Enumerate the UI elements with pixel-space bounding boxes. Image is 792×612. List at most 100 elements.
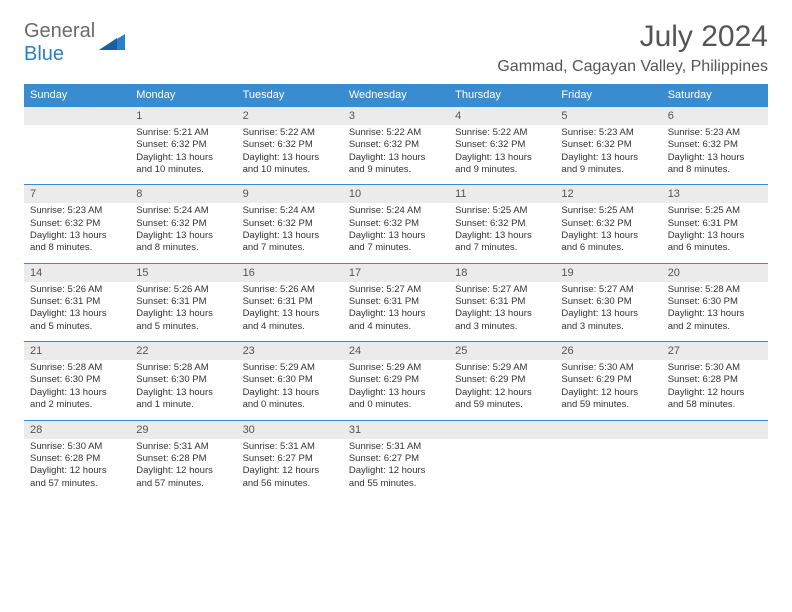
calendar-cell: 26Sunrise: 5:30 AMSunset: 6:29 PMDayligh…: [555, 341, 661, 419]
calendar-cell: 30Sunrise: 5:31 AMSunset: 6:27 PMDayligh…: [237, 420, 343, 498]
calendar-cell: 15Sunrise: 5:26 AMSunset: 6:31 PMDayligh…: [130, 263, 236, 341]
header: General Blue July 2024 Gammad, Cagayan V…: [24, 20, 768, 76]
day-header: Wednesday: [343, 84, 449, 106]
daylight-text: Daylight: 13 hours and 0 minutes.: [243, 387, 337, 412]
daylight-text: Daylight: 13 hours and 2 minutes.: [30, 387, 124, 412]
day-content: Sunrise: 5:27 AMSunset: 6:31 PMDaylight:…: [449, 282, 555, 341]
calendar-row: 14Sunrise: 5:26 AMSunset: 6:31 PMDayligh…: [24, 263, 768, 341]
day-number: 30: [237, 420, 343, 439]
sunset-text: Sunset: 6:31 PM: [668, 218, 762, 230]
day-number: 9: [237, 184, 343, 203]
sunrise-text: Sunrise: 5:28 AM: [136, 362, 230, 374]
daylight-text: Daylight: 13 hours and 10 minutes.: [243, 152, 337, 177]
daylight-text: Daylight: 13 hours and 7 minutes.: [349, 230, 443, 255]
calendar-cell: 12Sunrise: 5:25 AMSunset: 6:32 PMDayligh…: [555, 184, 661, 262]
day-number: [24, 106, 130, 125]
day-header-row: Sunday Monday Tuesday Wednesday Thursday…: [24, 84, 768, 106]
sunset-text: Sunset: 6:32 PM: [455, 218, 549, 230]
day-number: 11: [449, 184, 555, 203]
calendar-cell: 1Sunrise: 5:21 AMSunset: 6:32 PMDaylight…: [130, 106, 236, 184]
day-content: Sunrise: 5:31 AMSunset: 6:28 PMDaylight:…: [130, 439, 236, 498]
day-number: 19: [555, 263, 661, 282]
calendar-cell: 28Sunrise: 5:30 AMSunset: 6:28 PMDayligh…: [24, 420, 130, 498]
calendar-row: 28Sunrise: 5:30 AMSunset: 6:28 PMDayligh…: [24, 420, 768, 498]
sunset-text: Sunset: 6:29 PM: [349, 374, 443, 386]
daylight-text: Daylight: 13 hours and 5 minutes.: [30, 308, 124, 333]
sunset-text: Sunset: 6:32 PM: [243, 218, 337, 230]
sunset-text: Sunset: 6:31 PM: [30, 296, 124, 308]
day-number: 22: [130, 341, 236, 360]
day-number: 1: [130, 106, 236, 125]
daylight-text: Daylight: 13 hours and 5 minutes.: [136, 308, 230, 333]
day-number: [662, 420, 768, 439]
calendar-cell: 19Sunrise: 5:27 AMSunset: 6:30 PMDayligh…: [555, 263, 661, 341]
sunset-text: Sunset: 6:31 PM: [455, 296, 549, 308]
logo: General Blue: [24, 20, 125, 66]
daylight-text: Daylight: 13 hours and 9 minutes.: [349, 152, 443, 177]
sunset-text: Sunset: 6:32 PM: [30, 218, 124, 230]
calendar-cell: 31Sunrise: 5:31 AMSunset: 6:27 PMDayligh…: [343, 420, 449, 498]
daylight-text: Daylight: 13 hours and 1 minute.: [136, 387, 230, 412]
day-number: 12: [555, 184, 661, 203]
calendar-row: 1Sunrise: 5:21 AMSunset: 6:32 PMDaylight…: [24, 106, 768, 184]
calendar-cell: 10Sunrise: 5:24 AMSunset: 6:32 PMDayligh…: [343, 184, 449, 262]
sunrise-text: Sunrise: 5:29 AM: [243, 362, 337, 374]
day-content: Sunrise: 5:23 AMSunset: 6:32 PMDaylight:…: [24, 203, 130, 262]
daylight-text: Daylight: 13 hours and 3 minutes.: [455, 308, 549, 333]
day-number: 27: [662, 341, 768, 360]
calendar-cell: 27Sunrise: 5:30 AMSunset: 6:28 PMDayligh…: [662, 341, 768, 419]
day-number: 13: [662, 184, 768, 203]
sunrise-text: Sunrise: 5:24 AM: [136, 205, 230, 217]
day-number: 26: [555, 341, 661, 360]
calendar-cell: 16Sunrise: 5:26 AMSunset: 6:31 PMDayligh…: [237, 263, 343, 341]
calendar-cell: 17Sunrise: 5:27 AMSunset: 6:31 PMDayligh…: [343, 263, 449, 341]
day-content: Sunrise: 5:28 AMSunset: 6:30 PMDaylight:…: [662, 282, 768, 341]
day-number: 23: [237, 341, 343, 360]
sunset-text: Sunset: 6:32 PM: [243, 139, 337, 151]
day-header: Saturday: [662, 84, 768, 106]
daylight-text: Daylight: 13 hours and 9 minutes.: [455, 152, 549, 177]
day-content: Sunrise: 5:30 AMSunset: 6:28 PMDaylight:…: [662, 360, 768, 419]
day-content: [662, 439, 768, 495]
day-number: 15: [130, 263, 236, 282]
logo-general: General: [24, 20, 95, 42]
day-number: 8: [130, 184, 236, 203]
day-number: [555, 420, 661, 439]
daylight-text: Daylight: 13 hours and 6 minutes.: [668, 230, 762, 255]
sunset-text: Sunset: 6:27 PM: [243, 453, 337, 465]
sunrise-text: Sunrise: 5:22 AM: [455, 127, 549, 139]
calendar-cell: 6Sunrise: 5:23 AMSunset: 6:32 PMDaylight…: [662, 106, 768, 184]
day-content: [449, 439, 555, 495]
day-content: Sunrise: 5:28 AMSunset: 6:30 PMDaylight:…: [130, 360, 236, 419]
day-number: 29: [130, 420, 236, 439]
day-content: Sunrise: 5:31 AMSunset: 6:27 PMDaylight:…: [237, 439, 343, 498]
day-number: 7: [24, 184, 130, 203]
day-content: Sunrise: 5:30 AMSunset: 6:28 PMDaylight:…: [24, 439, 130, 498]
sunset-text: Sunset: 6:27 PM: [349, 453, 443, 465]
sunrise-text: Sunrise: 5:31 AM: [349, 441, 443, 453]
calendar-cell: [449, 420, 555, 498]
day-number: 20: [662, 263, 768, 282]
day-content: Sunrise: 5:29 AMSunset: 6:29 PMDaylight:…: [449, 360, 555, 419]
day-number: 21: [24, 341, 130, 360]
sunrise-text: Sunrise: 5:25 AM: [561, 205, 655, 217]
sunrise-text: Sunrise: 5:27 AM: [455, 284, 549, 296]
calendar-cell: 23Sunrise: 5:29 AMSunset: 6:30 PMDayligh…: [237, 341, 343, 419]
sunrise-text: Sunrise: 5:29 AM: [349, 362, 443, 374]
day-header: Friday: [555, 84, 661, 106]
day-content: Sunrise: 5:29 AMSunset: 6:30 PMDaylight:…: [237, 360, 343, 419]
sunset-text: Sunset: 6:32 PM: [349, 218, 443, 230]
sunset-text: Sunset: 6:30 PM: [30, 374, 124, 386]
page-title: July 2024: [497, 20, 768, 54]
sunset-text: Sunset: 6:32 PM: [136, 139, 230, 151]
day-content: Sunrise: 5:28 AMSunset: 6:30 PMDaylight:…: [24, 360, 130, 419]
daylight-text: Daylight: 13 hours and 8 minutes.: [30, 230, 124, 255]
day-content: Sunrise: 5:25 AMSunset: 6:31 PMDaylight:…: [662, 203, 768, 262]
sunrise-text: Sunrise: 5:24 AM: [243, 205, 337, 217]
sunrise-text: Sunrise: 5:25 AM: [455, 205, 549, 217]
day-number: 17: [343, 263, 449, 282]
day-content: Sunrise: 5:27 AMSunset: 6:31 PMDaylight:…: [343, 282, 449, 341]
sunrise-text: Sunrise: 5:22 AM: [349, 127, 443, 139]
day-content: Sunrise: 5:23 AMSunset: 6:32 PMDaylight:…: [555, 125, 661, 184]
sunset-text: Sunset: 6:32 PM: [561, 139, 655, 151]
